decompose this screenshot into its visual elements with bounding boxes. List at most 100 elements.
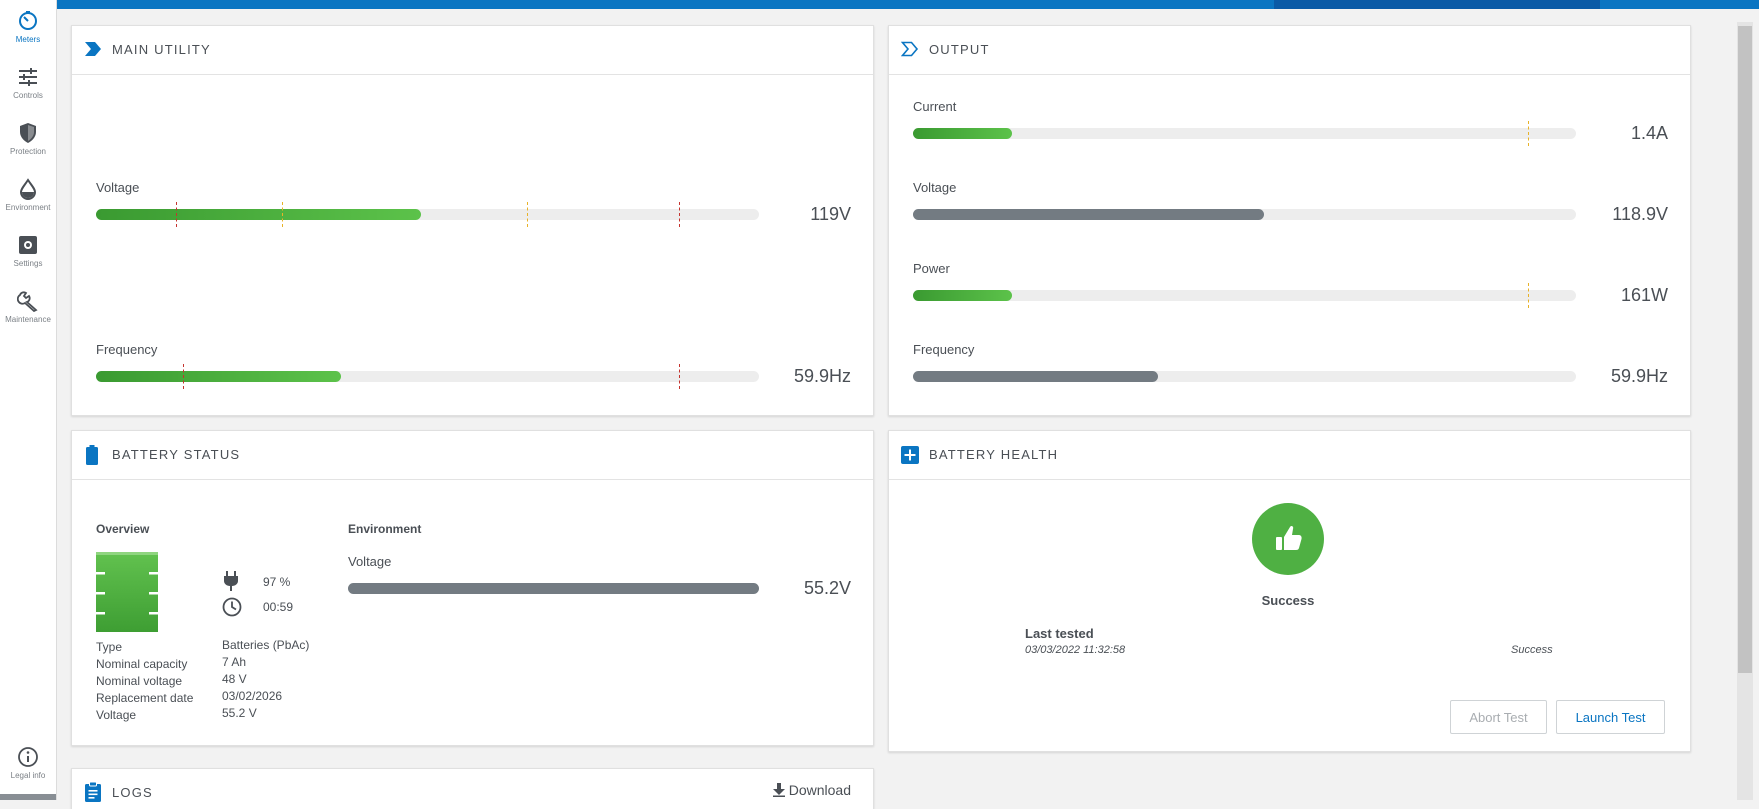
logs-card: LOGS Download (71, 768, 874, 809)
output-voltage-meter-track (913, 209, 1576, 220)
sidebar-item-label: Environment (5, 203, 51, 212)
card-header: MAIN UTILITY (72, 26, 873, 75)
launch-test-button[interactable]: Launch Test (1556, 700, 1665, 734)
detail-key: Nominal capacity (96, 657, 188, 671)
detail-value: 7 Ah (222, 655, 247, 669)
plus-icon (901, 446, 919, 464)
detail-value: 48 V (222, 672, 247, 686)
detail-key: Voltage (96, 708, 137, 722)
last-tested-value: 03/03/2022 11:32:58 (1025, 644, 1126, 656)
battery-level-graphic (96, 552, 158, 632)
meter-value-power: 161W (1620, 285, 1668, 305)
detail-row: Nominal voltage 48 V (96, 672, 336, 689)
info-icon (18, 747, 38, 767)
frequency-meter-fill (96, 371, 342, 382)
wrench-icon (17, 291, 38, 312)
drop-icon (19, 178, 37, 200)
battery-icon (86, 445, 98, 465)
detail-row: Replacement date 03/02/2026 (96, 689, 336, 706)
last-test-result: Success (1511, 644, 1553, 656)
card-title: BATTERY HEALTH (929, 447, 1059, 462)
card-title: MAIN UTILITY (112, 42, 211, 57)
page-scrollbar-thumb[interactable] (1738, 26, 1752, 673)
sidebar-item-settings[interactable]: Settings (0, 224, 56, 280)
frequency-limit-high (679, 364, 680, 389)
card-header: LOGS Download (72, 769, 873, 809)
voltage-meter-track (96, 202, 759, 227)
meter-label-voltage: Voltage (913, 180, 957, 195)
power-meter-track (913, 283, 1576, 308)
meter-value-current: 1.4A (1630, 123, 1668, 143)
thumbs-up-icon (1252, 503, 1324, 575)
sidebar-item-controls[interactable]: Controls (0, 56, 56, 112)
voltage-limit-low-warning (282, 202, 283, 227)
meter-label-voltage: Voltage (96, 180, 140, 195)
plug-icon (224, 571, 238, 591)
clipboard-icon (85, 782, 101, 802)
main-utility-card: MAIN UTILITY Voltage 119V Frequency 59.9… (71, 25, 874, 416)
frequency-limit-low (183, 364, 184, 389)
sidebar-item-protection[interactable]: Protection (0, 112, 56, 168)
card-title: LOGS (112, 785, 153, 800)
sidebar-item-legal-info[interactable]: Legal info (0, 736, 56, 792)
health-status-text: Success (1261, 593, 1315, 608)
current-meter-track (913, 121, 1576, 146)
detail-row: Voltage 55.2 V (96, 706, 336, 723)
meter-value-frequency: 59.9Hz (793, 366, 851, 386)
power-limit-warning (1528, 283, 1529, 308)
sidebar-item-maintenance[interactable]: Maintenance (0, 280, 56, 336)
meter-label-battery-voltage: Voltage (348, 554, 392, 569)
card-title: BATTERY STATUS (112, 447, 241, 462)
download-button[interactable]: Download (772, 782, 851, 798)
meter-label-power: Power (913, 261, 950, 276)
gear-icon (19, 236, 37, 254)
detail-value: Batteries (PbAc) (222, 638, 310, 652)
card-header: BATTERY STATUS (72, 431, 873, 480)
meter-value-voltage: 118.9V (1612, 204, 1668, 224)
sidebar-footer-bar (0, 794, 56, 800)
meter-value-battery-voltage: 55.2V (803, 578, 851, 598)
battery-runtime-value: 00:59 (263, 600, 294, 614)
voltage-meter-fill (96, 209, 421, 220)
detail-row: Type Batteries (PbAc) (96, 638, 336, 655)
download-icon (772, 783, 785, 797)
sidebar-item-label: Meters (15, 35, 41, 44)
chevron-right-icon (85, 42, 101, 56)
output-card: OUTPUT Current 1.4A Voltage 118.9V Power… (888, 25, 1691, 416)
overview-label: Overview (96, 522, 150, 536)
battery-status-card: BATTERY STATUS Overview 97 % 00:59 Type … (71, 430, 874, 746)
detail-key: Replacement date (96, 691, 194, 705)
download-label: Download (788, 782, 851, 798)
shield-icon (20, 123, 36, 143)
chevron-right-outline-icon (901, 41, 919, 57)
environment-label: Environment (348, 522, 422, 536)
detail-key: Type (96, 640, 123, 654)
voltage-limit-low-critical (176, 202, 177, 227)
top-accent-segment (1274, 0, 1600, 9)
meter-value-frequency: 59.9Hz (1610, 366, 1668, 386)
controls-icon (19, 68, 37, 86)
sidebar-item-label: Maintenance (5, 315, 51, 324)
meter-value-voltage: 119V (810, 204, 851, 224)
detail-value: 03/02/2026 (222, 689, 283, 703)
sidebar-item-label: Protection (9, 147, 47, 156)
sidebar-item-label: Settings (13, 259, 43, 268)
meter-label-frequency: Frequency (913, 342, 975, 357)
meter-label-current: Current (913, 99, 957, 114)
battery-voltage-meter-fill (348, 583, 759, 594)
card-header: BATTERY HEALTH (889, 431, 1690, 480)
detail-value: 55.2 V (222, 706, 257, 720)
sidebar-item-label: Controls (13, 91, 43, 100)
battery-details: Type Batteries (PbAc) Nominal capacity 7… (96, 638, 336, 723)
sidebar-item-environment[interactable]: Environment (0, 168, 56, 224)
output-frequency-meter-fill (913, 371, 1159, 382)
battery-charge-value: 97 % (263, 575, 291, 589)
sidebar-item-label: Legal info (10, 771, 46, 780)
detail-key: Nominal voltage (96, 674, 183, 688)
current-limit-warning (1528, 121, 1529, 146)
output-frequency-meter-track (913, 371, 1576, 382)
current-meter-fill (913, 128, 1013, 139)
frequency-meter-track (96, 364, 759, 389)
sidebar-item-meters[interactable]: Meters (0, 0, 56, 56)
abort-test-button[interactable]: Abort Test (1450, 700, 1547, 734)
